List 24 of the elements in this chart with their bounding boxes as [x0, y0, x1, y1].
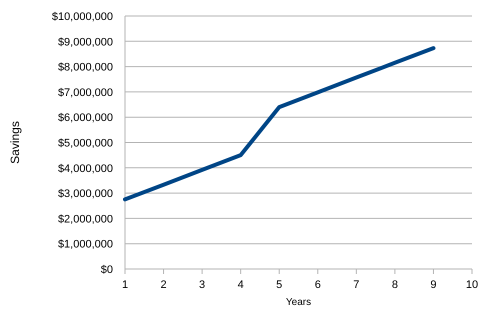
x-tick-label: 5 [276, 279, 282, 291]
x-tick-label: 10 [466, 279, 478, 291]
x-tick-label: 8 [392, 279, 398, 291]
x-tick-label: 3 [199, 279, 206, 291]
y-tick-label: $5,000,000 [58, 138, 113, 150]
y-tick-label: $7,000,000 [58, 86, 113, 99]
line-series [123, 46, 436, 202]
y-tick-label: $4,000,000 [58, 162, 113, 175]
y-tick-label: $6,000,000 [58, 112, 113, 124]
x-tick-label: 4 [238, 279, 244, 291]
y-tick-label: $10,000,000 [52, 11, 113, 23]
x-tick-label: 1 [122, 279, 128, 291]
y-tick-label: $2,000,000 [58, 213, 113, 226]
x-tick-label: 2 [160, 279, 167, 291]
y-axis-title: Savings [8, 121, 22, 164]
x-tick-label: 6 [314, 279, 321, 291]
y-tick-label: $0 [100, 264, 113, 276]
y-tick-label: $1,000,000 [58, 238, 113, 251]
x-axis-title: Years [286, 297, 312, 308]
x-tick-label: 7 [353, 279, 360, 291]
y-tick-label: $3,000,000 [58, 188, 113, 200]
y-tick-label: $9,000,000 [58, 36, 113, 48]
x-tick-label: 9 [430, 279, 437, 291]
y-tick-label: $8,000,000 [58, 62, 113, 74]
